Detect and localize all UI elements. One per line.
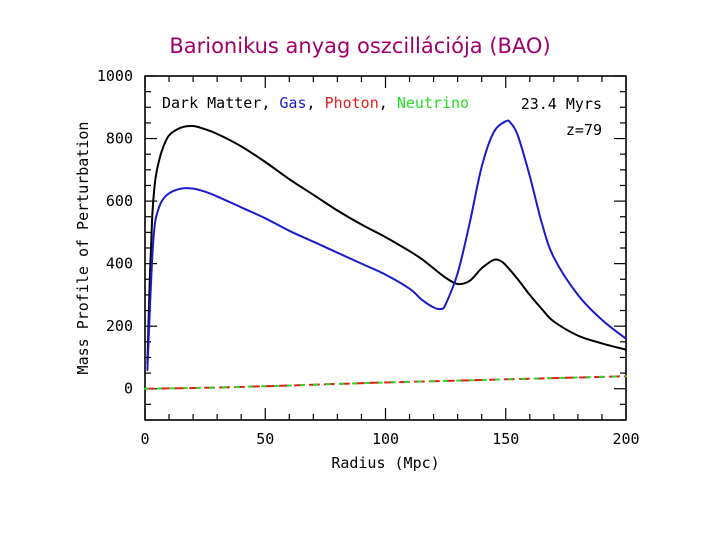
y-tick-label: 200 — [106, 317, 133, 335]
legend-entry: Gas — [279, 94, 306, 112]
x-axis-title: Radius (Mpc) — [331, 454, 439, 472]
x-tick-label: 150 — [492, 430, 519, 448]
y-tick-label: 0 — [124, 380, 133, 398]
axis-ticks — [144, 75, 627, 421]
y-axis-title: Mass Profile of Perturbation — [74, 122, 92, 375]
legend-entry: Photon — [325, 94, 379, 112]
legend-entry: Dark Matter — [162, 94, 261, 112]
slide-title: Barionikus anyag oszcillációja (BAO) — [169, 34, 551, 58]
x-tick-label: 0 — [140, 430, 149, 448]
y-tick-label: 400 — [106, 255, 133, 273]
legend-separator: , — [307, 94, 325, 112]
redshift-annotation: z=79 — [566, 121, 602, 139]
plot-frame — [144, 75, 627, 421]
legend: Dark Matter, Gas, Photon, Neutrino — [162, 94, 469, 112]
series-layer — [144, 119, 627, 390]
series-line-dark-matter — [146, 124, 627, 365]
x-tick-label: 100 — [372, 430, 399, 448]
tick-labels: 0 50 100 150 200 0 200 400 600 800 1000 — [97, 67, 640, 448]
legend-entry: Neutrino — [397, 94, 469, 112]
series-line-neutrino — [144, 375, 627, 390]
legend-separator: , — [261, 94, 279, 112]
x-tick-label: 200 — [612, 430, 639, 448]
y-tick-label: 600 — [106, 192, 133, 210]
y-tick-label: 1000 — [97, 67, 133, 85]
series-line-gas — [146, 119, 627, 371]
legend-separator: , — [379, 94, 397, 112]
time-annotation: 23.4 Myrs — [521, 95, 602, 113]
series-line-photon — [144, 375, 627, 390]
y-tick-label: 800 — [106, 130, 133, 148]
x-tick-label: 50 — [256, 430, 274, 448]
